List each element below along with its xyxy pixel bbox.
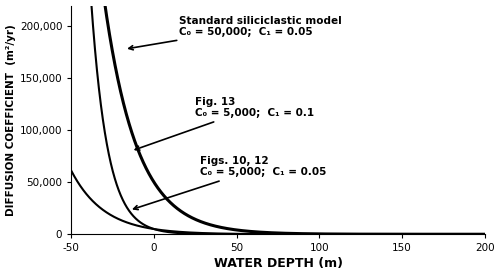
- Y-axis label: DIFFUSION COEFFICIENT  (m²/yr): DIFFUSION COEFFICIENT (m²/yr): [6, 24, 16, 216]
- X-axis label: WATER DEPTH (m): WATER DEPTH (m): [214, 258, 342, 270]
- Text: Fig. 13
C₀ = 5,000;  C₁ = 0.1: Fig. 13 C₀ = 5,000; C₁ = 0.1: [136, 97, 314, 150]
- Text: Figs. 10, 12
C₀ = 5,000;  C₁ = 0.05: Figs. 10, 12 C₀ = 5,000; C₁ = 0.05: [134, 156, 326, 209]
- Text: Standard siliciclastic model
C₀ = 50,000;  C₁ = 0.05: Standard siliciclastic model C₀ = 50,000…: [129, 15, 342, 50]
